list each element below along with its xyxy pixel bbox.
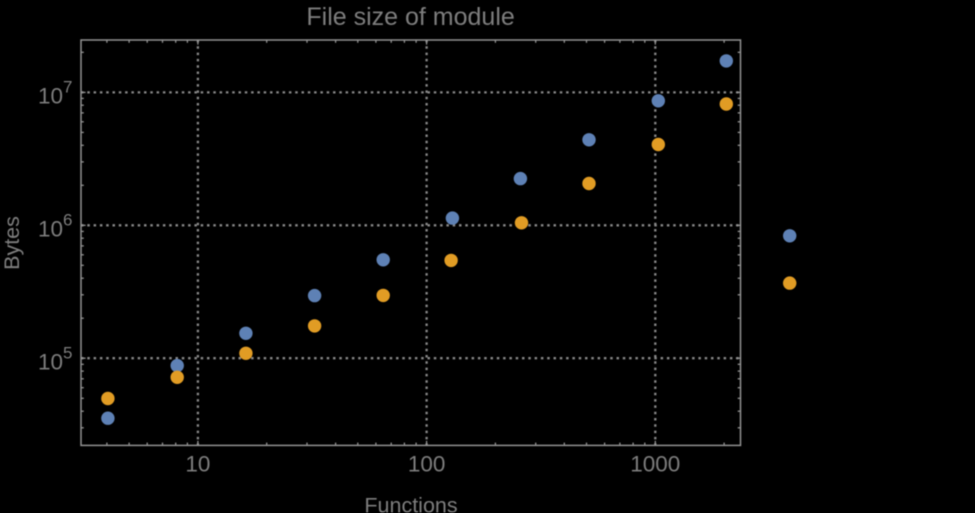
svg-text:10: 10 — [38, 84, 63, 109]
svg-text:File size of module: File size of module — [306, 3, 514, 31]
svg-text:100: 100 — [408, 452, 446, 477]
svg-text:Functions: Functions — [364, 494, 457, 513]
svg-text:10: 10 — [38, 217, 63, 242]
svg-text:1000: 1000 — [630, 452, 680, 477]
svg-text:6: 6 — [63, 211, 72, 230]
svg-text:Bytes: Bytes — [0, 216, 24, 270]
svg-text:7: 7 — [63, 78, 72, 97]
svg-text:5: 5 — [63, 343, 72, 362]
svg-text:10: 10 — [38, 350, 63, 375]
svg-text:10: 10 — [185, 452, 210, 477]
